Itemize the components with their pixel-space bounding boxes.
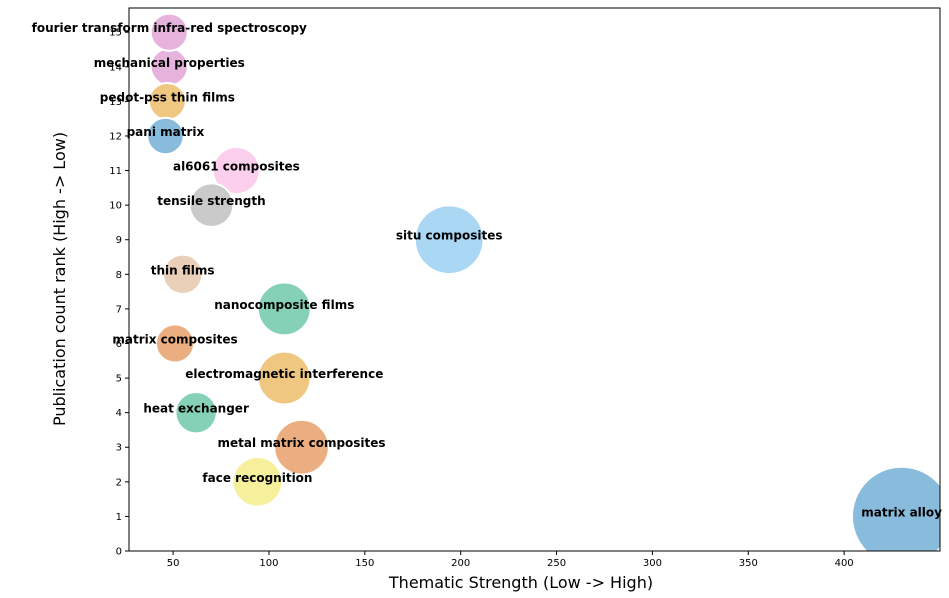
bubble-label: matrix composites — [112, 332, 237, 346]
bubble-face-recognition — [231, 456, 284, 508]
x-tick-label: 250 — [547, 558, 566, 569]
x-tick-label: 150 — [355, 558, 374, 569]
bubble-label: metal matrix composites — [218, 436, 386, 450]
bubble-label: nanocomposite films — [214, 298, 354, 312]
ticks-layer: 50 100 150 200 250 300 350 40001234567891011121… — [109, 28, 853, 569]
bubble-fourier-transform-infra-red-spectroscopy — [149, 12, 189, 52]
x-tick-label: 200 — [451, 558, 470, 569]
y-tick-label: 1 — [116, 512, 122, 523]
bubble-label: tensile strength — [157, 194, 265, 208]
y-tick-label: 2 — [116, 477, 122, 488]
bubble-pani-matrix — [146, 116, 185, 156]
bubble-heat-exchanger — [174, 390, 218, 435]
bubble-electromagnetic-interference — [256, 350, 312, 406]
y-tick-label: 13 — [109, 97, 122, 108]
y-tick-label: 8 — [116, 270, 122, 281]
x-tick-label: 100 — [259, 558, 278, 569]
bubble-labels-layer: matrix alloy face recognition metal matrix… — [32, 21, 943, 519]
y-tick-label: 4 — [116, 408, 122, 419]
y-tick-label: 3 — [116, 443, 122, 454]
x-axis-label: Thematic Strength (Low -> High) — [388, 573, 653, 592]
y-tick-label: 7 — [116, 304, 122, 315]
x-tick-label: 300 — [643, 558, 662, 569]
bubble-label: situ composites — [396, 229, 503, 243]
y-tick-label: 14 — [109, 62, 122, 73]
bubble-label: thin films — [151, 263, 215, 277]
bubble-matrix-composites — [154, 323, 196, 364]
bubble-label: mechanical properties — [94, 56, 245, 70]
bubble-label: heat exchanger — [143, 402, 249, 416]
bubble-label: matrix alloy — [861, 505, 942, 519]
bubble-thin-films — [161, 253, 204, 295]
bubbles-layer — [146, 12, 940, 551]
y-tick-label: 15 — [109, 28, 122, 39]
bubble-tensile-strength — [188, 182, 235, 228]
x-tick-label: 350 — [739, 558, 758, 569]
y-tick-label: 9 — [116, 235, 122, 246]
y-tick-label: 5 — [116, 374, 122, 385]
y-tick-label: 11 — [109, 166, 122, 177]
bubble-label: pani matrix — [127, 125, 205, 139]
x-tick-label: 400 — [835, 558, 854, 569]
plot-frame — [128, 7, 941, 552]
x-tick-label: 50 — [167, 558, 180, 569]
bubble-label: electromagnetic interference — [185, 367, 383, 381]
bubble-label: face recognition — [202, 471, 312, 485]
y-tick-label: 0 — [116, 547, 122, 558]
bubble-metal-matrix-composites — [273, 418, 330, 476]
bubble-matrix-alloy — [851, 465, 940, 551]
y-tick-label: 6 — [116, 339, 122, 350]
bubble-label: fourier transform infra-red spectroscopy — [32, 21, 307, 35]
y-tick-label: 10 — [109, 201, 122, 212]
y-axis-label: Publication count rank (High -> Low) — [50, 132, 69, 426]
bubble-label: al6061 composites — [173, 160, 300, 174]
bubble-situ-composites — [413, 204, 485, 276]
y-tick-label: 12 — [109, 131, 122, 142]
bubble-nanocomposite-films — [256, 281, 312, 337]
bubble-label: pedot-pss thin films — [100, 90, 235, 104]
bubble-al6061-composites — [211, 146, 261, 196]
